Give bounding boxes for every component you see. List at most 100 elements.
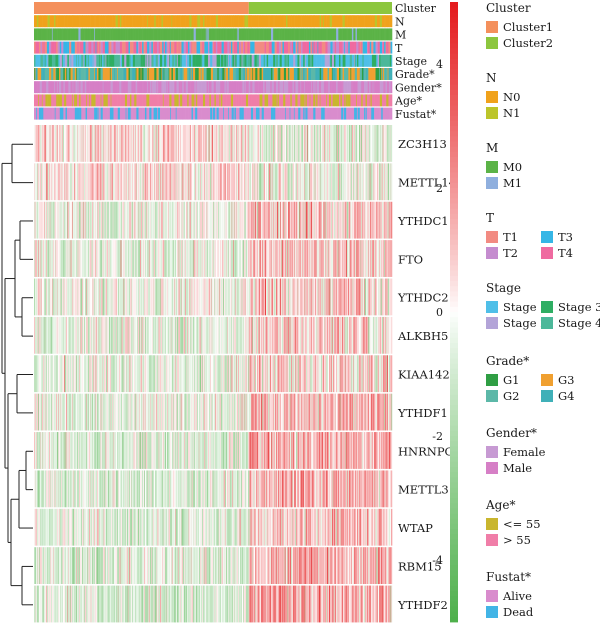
heatmap-cell: [168, 240, 170, 277]
heatmap-cell: [69, 163, 71, 201]
heatmap-cell: [196, 201, 198, 239]
annotation-cell: [321, 68, 323, 80]
heatmap-cell: [371, 201, 373, 239]
annotation-cell: [97, 41, 100, 54]
heatmap-cell: [98, 316, 100, 354]
annotation-cell: [331, 15, 335, 28]
annotation-cell: [232, 81, 235, 94]
annotation-cell: [390, 107, 393, 120]
annotation-cell: [97, 94, 101, 107]
heatmap-cell: [211, 201, 213, 239]
heatmap-cell: [299, 201, 301, 239]
heatmap-cell: [153, 201, 155, 239]
heatmap-cell: [361, 278, 363, 316]
heatmap-cell: [54, 240, 56, 277]
heatmap-cell: [44, 163, 45, 201]
annotation-cell: [216, 54, 219, 67]
annotation-cell: [142, 81, 144, 94]
heatmap-cell: [163, 201, 165, 239]
annotation-cell: [165, 107, 167, 120]
annotation-cell: [185, 28, 187, 41]
annotation-cell: [369, 81, 371, 94]
annotation-cell: [107, 15, 109, 28]
annotation-cell: [381, 94, 384, 107]
heatmap-cell: [99, 240, 101, 277]
annotation-cell: [318, 15, 320, 28]
annotation-cell: [338, 54, 340, 67]
heatmap-cell: [314, 240, 316, 277]
annotation-cell: [237, 41, 240, 54]
annotation-cell: [187, 54, 190, 67]
heatmap-cell: [124, 316, 126, 354]
heatmap-cell: [318, 278, 320, 316]
heatmap-cell: [59, 163, 61, 201]
annotation-cell: [268, 41, 271, 54]
annotation-cell: [330, 28, 333, 41]
heatmap-cell: [275, 163, 277, 201]
annotation-cell: [142, 94, 145, 107]
heatmap-cell: [265, 316, 267, 354]
heatmap-cell: [300, 125, 302, 162]
heatmap-cell: [207, 201, 209, 239]
annotation-cell: [128, 41, 131, 54]
annotation-cell: [189, 15, 192, 28]
annotation-cell: [81, 107, 84, 120]
heatmap-cell: [268, 163, 270, 201]
heatmap-cell: [362, 316, 364, 354]
heatmap-cell: [368, 163, 370, 201]
annotation-cell: [245, 68, 247, 80]
annotation-cell: [306, 28, 308, 41]
annotation-cell: [76, 107, 80, 120]
annotation-cell: [276, 15, 280, 28]
heatmap-cell: [308, 201, 310, 239]
annotation-cell: [229, 41, 231, 54]
heatmap-cell: [275, 240, 277, 277]
annotation-cell: [342, 81, 344, 94]
heatmap-cell: [255, 163, 257, 201]
annotation-cell: [265, 68, 268, 80]
heatmap-cell: [79, 125, 81, 162]
annotation-cell: [331, 54, 335, 67]
annotation-cell: [207, 107, 211, 120]
heatmap-cell: [226, 316, 228, 354]
annotation-cell: [220, 94, 222, 107]
heatmap-cell: [165, 163, 166, 201]
annotation-cell: [369, 94, 371, 107]
annotation-cell: [103, 94, 106, 107]
heatmap-cell: [41, 125, 43, 162]
annotation-cell: [44, 81, 46, 94]
annotation-cell: [299, 41, 301, 54]
annotation-cell: [112, 28, 114, 41]
heatmap-cell: [253, 240, 255, 277]
annotation-cell: [258, 81, 261, 94]
annotation-cell: [175, 107, 177, 120]
annotation-cell: [218, 68, 220, 80]
annotation-cell: [97, 107, 99, 120]
heatmap-cell: [379, 201, 381, 239]
heatmap-cell: [167, 278, 169, 316]
heatmap-cell: [338, 163, 340, 201]
heatmap-cell: [35, 201, 37, 239]
heatmap-cell: [369, 163, 371, 201]
annotation-cell: [94, 28, 96, 41]
heatmap-cell: [365, 163, 367, 201]
heatmap-cell: [120, 240, 122, 277]
heatmap-cell: [44, 163, 46, 201]
heatmap-cell: [140, 316, 142, 354]
heatmap-cell: [336, 163, 338, 201]
annotation-cell: [89, 68, 92, 80]
annotation-cell: [94, 15, 96, 28]
heatmap-cell: [387, 240, 389, 277]
annotation-cell: [49, 41, 52, 54]
annotation-cell: [132, 41, 134, 54]
heatmap-cell: [34, 163, 35, 201]
heatmap-cell: [149, 201, 151, 239]
heatmap-cell: [328, 201, 330, 239]
annotation-cell: [49, 28, 52, 41]
heatmap-cell: [111, 316, 113, 354]
heatmap-cell: [386, 125, 388, 162]
heatmap-cell: [88, 316, 90, 354]
heatmap-cell: [205, 201, 207, 239]
annotation-cell: [142, 15, 144, 28]
annotation-cell: [304, 28, 307, 41]
